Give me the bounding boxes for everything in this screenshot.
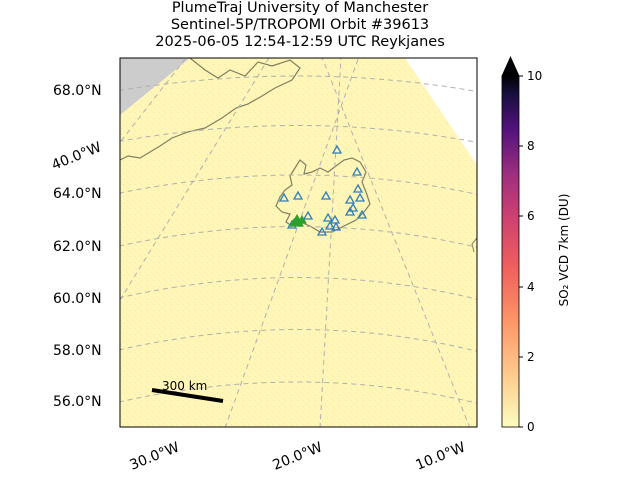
map-frame (119, 57, 478, 428)
colorbar-tick-4: 4 (527, 280, 535, 294)
colorbar-tick-2: 2 (527, 350, 535, 364)
title-line-3: 2025-06-05 12:54-12:59 UTC Reykjanes (155, 34, 445, 50)
scotland-coastline (471, 237, 477, 253)
colorbar-tick-6: 6 (527, 209, 535, 223)
lat-label-60: 60.0°N (53, 291, 102, 307)
volcano-markers (278, 144, 368, 236)
lon-label-10w: 10.0°W (414, 439, 468, 473)
volcano-marker (352, 183, 364, 193)
lon-label-30w: 30.0°W (128, 439, 182, 473)
satellite-swath (120, 58, 477, 427)
volcano-marker (331, 144, 343, 154)
lon-label-40w: 40.0°W (50, 139, 104, 173)
greenland-land-mask (120, 58, 190, 115)
map-panel: 300 km (120, 58, 477, 427)
colorbar-tick-0: 0 (527, 420, 535, 434)
volcano-marker (316, 226, 328, 236)
title-line-2: Sentinel-5P/TROPOMI Orbit #39613 (170, 17, 430, 33)
colorbar-label: SO₂ VCD 7km (DU) (557, 194, 571, 307)
colorbar-ticks (519, 75, 523, 428)
lat-label-56: 56.0°N (53, 394, 102, 410)
volcano-marker (329, 214, 341, 224)
volcano-marker (354, 192, 366, 202)
volcano-marker (322, 212, 334, 222)
volcano-marker (347, 202, 359, 212)
volcano-marker (324, 220, 336, 230)
title-line-1: PlumeTraj University of Manchester (171, 0, 429, 16)
volcano-marker (320, 190, 332, 200)
longitude-gridlines (120, 58, 471, 427)
lat-label-58: 58.0°N (53, 343, 102, 359)
volcano-marker (302, 210, 314, 220)
colorbar-tick-8: 8 (527, 139, 535, 153)
volcano-marker (344, 194, 356, 204)
volcano-marker (292, 190, 304, 200)
source-marker (289, 217, 299, 227)
volcano-marker (356, 209, 368, 219)
source-markers (289, 213, 307, 227)
volcano-marker (330, 221, 342, 231)
scale-bar (151, 388, 224, 403)
lat-label-62: 62.0°N (53, 239, 102, 255)
colorbar-tick-10: 10 (527, 69, 542, 83)
scale-bar-label: 300 km (162, 379, 207, 393)
greenland-coastline (120, 58, 301, 161)
colorbar-extend-arrow (501, 56, 520, 77)
lat-label-64: 64.0°N (53, 186, 102, 202)
volcano-marker (278, 192, 290, 202)
volcano-marker (351, 166, 363, 176)
volcano-marker (344, 206, 356, 216)
colorbar (501, 75, 520, 428)
lat-label-68: 68.0°N (53, 83, 102, 99)
lon-label-20w: 20.0°W (271, 439, 325, 473)
